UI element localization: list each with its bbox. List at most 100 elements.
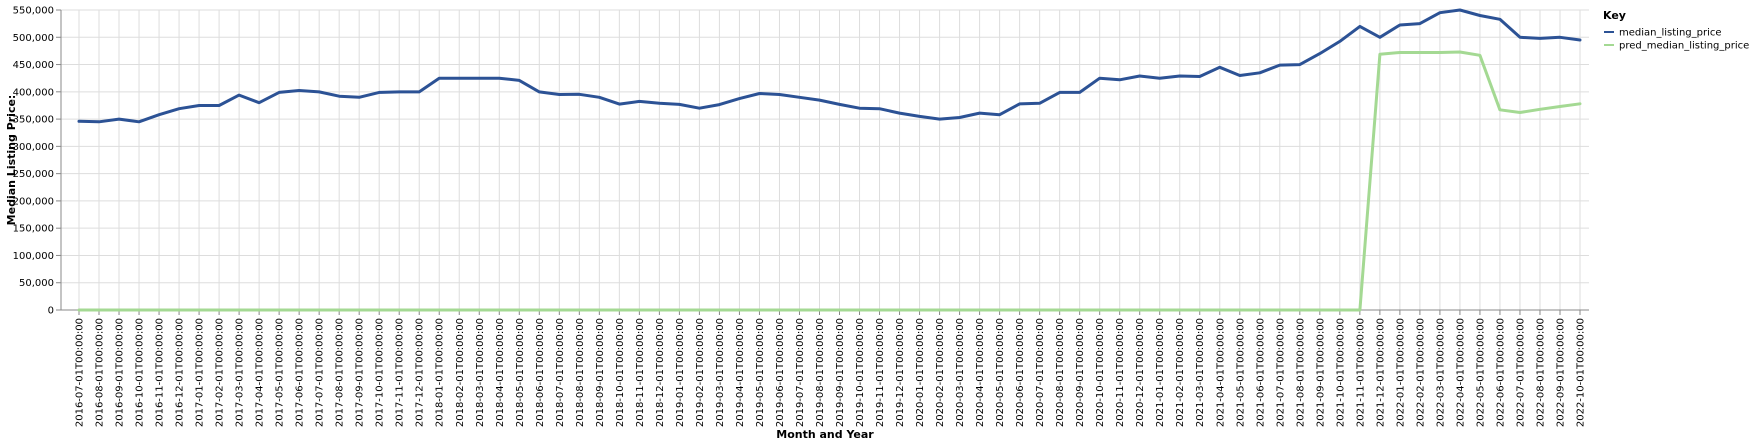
x-tick-label: 2022-05-01T00:00:00	[1475, 318, 1486, 427]
x-tick-label: 2020-09-01T00:00:00	[1075, 318, 1086, 427]
x-tick-label: 2020-04-01T00:00:00	[975, 318, 986, 427]
x-tick-label: 2021-09-01T00:00:00	[1315, 318, 1326, 427]
x-tick-label: 2019-06-01T00:00:00	[775, 318, 786, 427]
x-tick-label: 2019-12-01T00:00:00	[895, 318, 906, 427]
x-tick-label: 2018-04-01T00:00:00	[495, 318, 506, 427]
series-lines	[77, 8, 1582, 312]
x-tick-label: 2018-08-01T00:00:00	[575, 318, 586, 427]
x-tick-label: 2017-03-01T00:00:00	[235, 318, 246, 427]
x-tick-label: 2018-03-01T00:00:00	[475, 318, 486, 427]
x-tick-label: 2022-07-01T00:00:00	[1515, 318, 1526, 427]
x-tick-label: 2016-12-01T00:00:00	[175, 318, 186, 427]
x-tick-label: 2017-06-01T00:00:00	[295, 318, 306, 427]
x-tick-label: 2016-08-01T00:00:00	[95, 318, 106, 427]
x-tick-label: 2018-05-01T00:00:00	[515, 318, 526, 427]
legend-title: Key	[1603, 9, 1626, 22]
x-tick-label: 2020-03-01T00:00:00	[955, 318, 966, 427]
x-tick-label: 2019-04-01T00:00:00	[735, 318, 746, 427]
x-tick-label: 2017-04-01T00:00:00	[255, 318, 266, 427]
x-tick-label: 2019-01-01T00:00:00	[675, 318, 686, 427]
y-tick-label: 0	[48, 306, 54, 317]
x-tick-label: 2018-10-01T00:00:00	[615, 318, 626, 427]
x-tick-label: 2016-07-01T00:00:00	[75, 318, 86, 427]
x-tick-label: 2017-11-01T00:00:00	[395, 318, 406, 427]
x-tick-label: 2020-01-01T00:00:00	[915, 318, 926, 427]
x-tick-label: 2021-03-01T00:00:00	[1195, 318, 1206, 427]
x-tick-label: 2019-02-01T00:00:00	[695, 318, 706, 427]
x-tick-label: 2021-02-01T00:00:00	[1175, 318, 1186, 427]
x-tick-label: 2021-08-01T00:00:00	[1295, 318, 1306, 427]
x-tick-label: 2017-01-01T00:00:00	[195, 318, 206, 427]
x-tick-label: 2019-03-01T00:00:00	[715, 318, 726, 427]
x-tick-label: 2018-11-01T00:00:00	[635, 318, 646, 427]
x-tick-label: 2022-04-01T00:00:00	[1455, 318, 1466, 427]
y-tick-label: 450,000	[13, 60, 54, 71]
x-tick-label: 2020-02-01T00:00:00	[935, 318, 946, 427]
x-tick-label: 2021-04-01T00:00:00	[1215, 318, 1226, 427]
x-tick-label: 2017-05-01T00:00:00	[275, 318, 286, 427]
x-tick-label: 2022-09-01T00:00:00	[1555, 318, 1566, 427]
x-tick-label: 2021-11-01T00:00:00	[1355, 318, 1366, 427]
x-tick-label: 2020-11-01T00:00:00	[1115, 318, 1126, 427]
x-tick-label: 2017-08-01T00:00:00	[335, 318, 346, 427]
x-tick-label: 2021-12-01T00:00:00	[1375, 318, 1386, 427]
y-axis-title: Median Listing Price:	[5, 95, 18, 226]
legend-label: pred_median_listing_price	[1619, 41, 1749, 52]
x-tick-label: 2019-11-01T00:00:00	[875, 318, 886, 427]
y-tick-label: 50,000	[19, 278, 54, 289]
x-tick-label: 2019-07-01T00:00:00	[795, 318, 806, 427]
y-axis-ticks: 0 50,000 100,000 150,000 200,000 250,000 300,0…	[13, 6, 61, 317]
x-tick-label: 2020-05-01T00:00:00	[995, 318, 1006, 427]
x-tick-label: 2017-12-01T00:00:00	[415, 318, 426, 427]
x-tick-label: 2018-09-01T00:00:00	[595, 318, 606, 427]
x-tick-label: 2016-09-01T00:00:00	[115, 318, 126, 427]
y-tick-label: 500,000	[13, 33, 54, 44]
x-tick-label: 2020-12-01T00:00:00	[1135, 318, 1146, 427]
x-tick-label: 2022-03-01T00:00:00	[1435, 318, 1446, 427]
x-tick-label: 2019-09-01T00:00:00	[835, 318, 846, 427]
series-line-pred-median-listing-price	[77, 50, 1582, 312]
y-tick-label: 400,000	[13, 87, 54, 98]
y-tick-label: 300,000	[13, 142, 54, 153]
x-tick-label: 2020-10-01T00:00:00	[1095, 318, 1106, 427]
x-tick-label: 2021-01-01T00:00:00	[1155, 318, 1166, 427]
x-tick-label: 2016-11-01T00:00:00	[155, 318, 166, 427]
x-tick-label: 2019-08-01T00:00:00	[815, 318, 826, 427]
x-tick-label: 2022-02-01T00:00:00	[1415, 318, 1426, 427]
x-tick-label: 2017-10-01T00:00:00	[375, 318, 386, 427]
y-tick-label: 350,000	[13, 115, 54, 126]
x-tick-label: 2017-02-01T00:00:00	[215, 318, 226, 427]
y-tick-label: 200,000	[13, 196, 54, 207]
x-axis-title: Month and Year	[776, 428, 874, 441]
x-tick-label: 2018-01-01T00:00:00	[435, 318, 446, 427]
x-tick-label: 2022-08-01T00:00:00	[1535, 318, 1546, 427]
y-tick-label: 550,000	[13, 6, 54, 17]
x-tick-label: 2021-05-01T00:00:00	[1235, 318, 1246, 427]
y-tick-label: 150,000	[13, 224, 54, 235]
x-axis-ticks: 2016-07-01T00:00:00 2016-08-01T00:00:00 20…	[75, 310, 1587, 427]
x-tick-label: 2020-08-01T00:00:00	[1055, 318, 1066, 427]
x-tick-label: 2018-06-01T00:00:00	[535, 318, 546, 427]
x-tick-label: 2022-06-01T00:00:00	[1495, 318, 1506, 427]
x-tick-label: 2018-12-01T00:00:00	[655, 318, 666, 427]
x-tick-label: 2018-07-01T00:00:00	[555, 318, 566, 427]
x-tick-label: 2021-07-01T00:00:00	[1275, 318, 1286, 427]
legend-label: median_listing_price	[1619, 28, 1722, 39]
x-tick-label: 2020-06-01T00:00:00	[1015, 318, 1026, 427]
y-tick-label: 250,000	[13, 169, 54, 180]
x-tick-label: 2022-10-01T00:00:00	[1576, 318, 1587, 427]
x-tick-label: 2021-10-01T00:00:00	[1335, 318, 1346, 427]
y-tick-label: 100,000	[13, 251, 54, 262]
x-tick-label: 2016-10-01T00:00:00	[135, 318, 146, 427]
x-tick-label: 2017-07-01T00:00:00	[315, 318, 326, 427]
x-tick-label: 2021-06-01T00:00:00	[1255, 318, 1266, 427]
x-tick-label: 2020-07-01T00:00:00	[1035, 318, 1046, 427]
x-tick-label: 2017-09-01T00:00:00	[355, 318, 366, 427]
series-line-median-listing-price	[77, 8, 1582, 124]
x-tick-label: 2018-02-01T00:00:00	[455, 318, 466, 427]
legend: Key median_listing_price pred_median_list…	[1603, 9, 1749, 52]
grid-lines	[61, 9, 1589, 311]
x-tick-label: 2022-01-01T00:00:00	[1395, 318, 1406, 427]
x-tick-label: 2019-05-01T00:00:00	[755, 318, 766, 427]
